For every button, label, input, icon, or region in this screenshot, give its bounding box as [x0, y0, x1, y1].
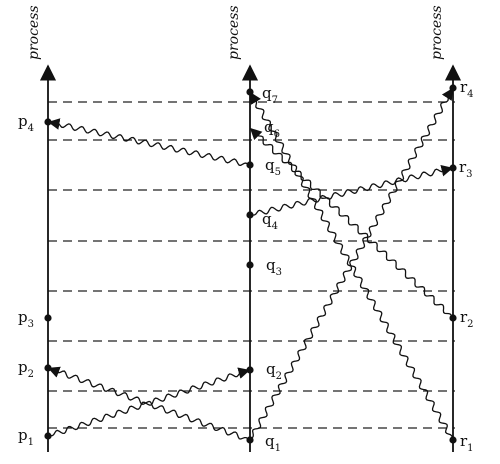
event-letter: p: [18, 358, 28, 376]
event-subscript: 6: [274, 129, 280, 140]
message-q1-to-p2: [47, 366, 251, 441]
event-letter: p: [18, 426, 28, 444]
event-letter: r: [460, 308, 468, 326]
process-word: process: [226, 5, 242, 60]
event-letter: p: [18, 308, 28, 326]
event-subscript: 1: [467, 443, 473, 454]
event-q3-dot: [246, 261, 254, 269]
event-p2-label: p2: [18, 358, 34, 380]
event-q6-label: q6: [264, 118, 280, 140]
event-r1-label: r1: [460, 432, 474, 454]
message-q4-to-r3: [249, 164, 454, 216]
event-q1-dot: [246, 436, 254, 444]
event-q3-label: q3: [266, 256, 282, 278]
event-p3-label: p3: [18, 308, 34, 330]
event-subscript: 5: [275, 167, 281, 178]
process-word: process: [429, 5, 445, 60]
event-p2-dot: [44, 364, 52, 372]
event-p4-label: p4: [18, 112, 34, 134]
event-q7-label: q7: [262, 84, 278, 106]
message-r1-to-q7: [249, 91, 454, 441]
event-letter: r: [460, 432, 468, 450]
event-letter: r: [459, 158, 467, 176]
event-r1-dot: [449, 436, 457, 444]
process-word: process: [26, 5, 42, 60]
event-letter: q: [262, 84, 272, 102]
event-q2-dot: [246, 366, 254, 374]
event-r2-dot: [449, 314, 457, 322]
event-p3-dot: [44, 314, 52, 322]
event-q1-label: q1: [265, 432, 281, 454]
process-r-header: processR: [429, 0, 445, 60]
event-subscript: 2: [28, 369, 34, 380]
event-r4-label: r4: [460, 78, 474, 100]
event-subscript: 3: [276, 267, 282, 278]
event-subscript: 4: [467, 89, 473, 100]
event-subscript: 1: [28, 437, 34, 448]
event-subscript: 2: [276, 371, 282, 382]
event-letter: q: [266, 256, 276, 274]
event-q5-label: q5: [265, 156, 281, 178]
event-subscript: 3: [28, 319, 34, 330]
event-subscript: 4: [28, 123, 34, 134]
event-subscript: 2: [467, 319, 473, 330]
event-letter: q: [265, 432, 275, 450]
event-p1-label: p1: [18, 426, 34, 448]
event-q2-label: q2: [266, 360, 282, 382]
event-r4-dot: [449, 84, 457, 92]
event-p1-dot: [44, 432, 52, 440]
event-letter: p: [18, 112, 28, 130]
event-subscript: 7: [272, 95, 278, 106]
message-q1-to-r4: [249, 87, 454, 441]
process-p-header: processP: [26, 0, 42, 60]
event-q4-label: q4: [262, 210, 278, 232]
event-r3-dot: [449, 164, 457, 172]
event-letter: q: [262, 210, 272, 228]
event-letter: r: [460, 78, 468, 96]
process-q-header: processQ: [226, 0, 242, 60]
event-p4-dot: [44, 118, 52, 126]
event-r2-label: r2: [460, 308, 474, 330]
event-letter: q: [264, 118, 274, 136]
event-subscript: 3: [466, 169, 472, 180]
event-q4-dot: [246, 211, 254, 219]
event-letter: q: [266, 360, 276, 378]
event-letter: q: [265, 156, 275, 174]
event-r3-label: r3: [459, 158, 473, 180]
event-subscript: 1: [275, 443, 281, 454]
event-q5-dot: [246, 161, 254, 169]
message-r2-to-q6: [249, 127, 454, 319]
message-p1-to-q2: [47, 367, 251, 437]
message-q5-to-p4: [47, 118, 251, 166]
event-subscript: 4: [272, 221, 278, 232]
event-q7-dot: [246, 88, 254, 96]
